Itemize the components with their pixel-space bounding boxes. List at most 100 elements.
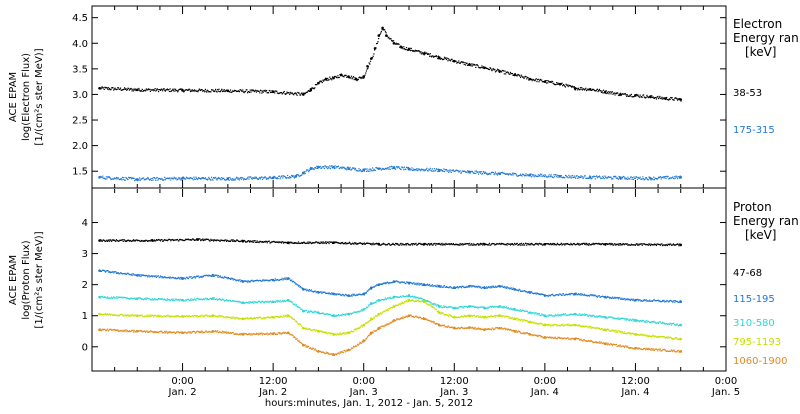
data-dot: [657, 178, 658, 179]
legend-entry-175-315: 175-315: [733, 125, 775, 136]
data-dot: [232, 278, 233, 279]
data-dot: [320, 291, 321, 292]
data-dot: [477, 171, 478, 172]
data-dot: [431, 170, 432, 171]
y-tick-label: 3.5: [72, 64, 88, 75]
data-point: [408, 294, 411, 297]
data-point: [151, 239, 154, 242]
legend-unit: [keV]: [745, 45, 776, 59]
data-dot: [325, 241, 326, 242]
data-point: [332, 166, 335, 169]
data-dot: [626, 319, 627, 320]
data-dot: [271, 92, 272, 93]
data-dot: [390, 297, 391, 298]
data-dot: [270, 300, 271, 301]
data-dot: [179, 178, 180, 179]
data-dot: [111, 241, 112, 242]
data-dot: [584, 294, 585, 295]
data-dot: [210, 298, 211, 299]
data-dot: [341, 168, 342, 169]
data-dot: [322, 82, 323, 83]
data-dot: [314, 329, 315, 330]
y-axis-label-line: [1/(cm²s ster MeV)]: [34, 48, 45, 145]
data-dot: [301, 174, 302, 175]
data-dot: [633, 299, 634, 300]
data-dot: [263, 92, 264, 93]
data-dot: [464, 64, 465, 65]
data-dot: [367, 290, 368, 291]
data-dot: [425, 170, 426, 171]
data-dot: [161, 89, 162, 90]
data-dot: [341, 167, 342, 168]
data-point: [438, 56, 441, 59]
data-dot: [354, 243, 355, 244]
data-dot: [248, 240, 249, 241]
data-dot: [142, 315, 143, 316]
data-dot: [388, 37, 389, 38]
data-dot: [389, 166, 390, 167]
data-dot: [151, 275, 152, 276]
data-dot: [305, 288, 306, 289]
data-dot: [292, 317, 293, 318]
data-dot: [231, 91, 232, 92]
data-dot: [248, 280, 249, 281]
y-tick-label: 2: [82, 280, 88, 291]
data-dot: [374, 317, 375, 318]
data-dot: [506, 243, 507, 244]
data-dot: [204, 91, 205, 92]
data-dot: [172, 239, 173, 240]
data-dot: [189, 89, 190, 90]
data-dot: [120, 88, 121, 89]
data-dot: [259, 177, 260, 178]
data-dot: [655, 97, 656, 98]
data-dot: [339, 334, 340, 335]
data-dot: [269, 90, 270, 91]
data-dot: [450, 169, 451, 170]
data-point: [679, 98, 682, 101]
data-dot: [254, 240, 255, 241]
data-dot: [155, 240, 156, 241]
data-dot: [170, 88, 171, 89]
data-dot: [373, 170, 374, 171]
data-dot: [163, 179, 164, 180]
data-dot: [412, 244, 413, 245]
data-point: [423, 243, 426, 246]
data-dot: [571, 177, 572, 178]
data-dot: [293, 94, 294, 95]
data-dot: [526, 245, 527, 246]
data-dot: [608, 296, 609, 297]
data-dot: [597, 89, 598, 90]
data-dot: [232, 317, 233, 318]
data-dot: [269, 317, 270, 318]
data-dot: [481, 243, 482, 244]
data-dot: [517, 75, 518, 76]
data-dot: [192, 178, 193, 179]
data-point: [347, 167, 350, 170]
data-dot: [314, 312, 315, 313]
data-dot: [595, 178, 596, 179]
data-dot: [108, 239, 109, 240]
data-dot: [117, 89, 118, 90]
data-dot: [157, 177, 158, 178]
data-dot: [106, 178, 107, 179]
data-dot: [546, 82, 547, 83]
data-dot: [444, 57, 445, 58]
data-dot: [291, 279, 292, 280]
data-dot: [593, 315, 594, 316]
data-dot: [114, 88, 115, 89]
data-dot: [256, 91, 257, 92]
y-tick-label: 1: [82, 311, 88, 322]
data-dot: [463, 62, 464, 63]
data-dot: [248, 301, 249, 302]
data-dot: [109, 241, 110, 242]
data-dot: [223, 91, 224, 92]
data-point: [619, 93, 622, 96]
data-point: [453, 60, 456, 63]
data-dot: [441, 285, 442, 286]
data-dot: [625, 93, 626, 94]
data-dot: [232, 178, 233, 179]
data-dot: [218, 275, 219, 276]
data-dot: [674, 300, 675, 301]
data-dot: [597, 91, 598, 92]
data-dot: [400, 243, 401, 244]
